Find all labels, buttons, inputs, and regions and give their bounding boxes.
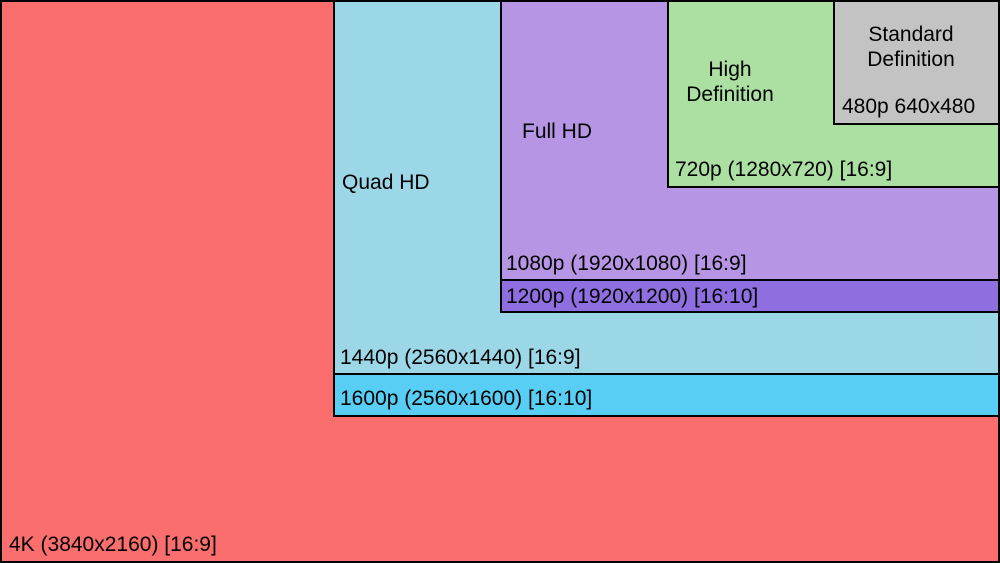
resolution-label-1080p: 1080p (1920x1080) [16:9] [506, 252, 747, 275]
resolution-label-1200p: 1200p (1920x1200) [16:10] [506, 285, 759, 308]
resolution-name-standard-definition: Standard Definition [867, 23, 955, 71]
resolution-label-480p: 480p 640x480 [842, 95, 976, 118]
resolution-rect-480p: Standard Definition 480p 640x480 [833, 0, 1000, 125]
resolution-label-4k: 4K (3840x2160) [16:9] [9, 533, 217, 556]
resolution-label-1600p: 1600p (2560x1600) [16:10] [340, 387, 593, 410]
resolution-name-full-hd: Full HD [522, 120, 593, 143]
resolution-name-quad-hd: Quad HD [342, 171, 430, 194]
resolution-label-720p: 720p (1280x720) [16:9] [675, 158, 893, 181]
resolution-name-high-definition: High Definition [686, 58, 774, 106]
resolution-label-1440p: 1440p (2560x1440) [16:9] [340, 346, 581, 369]
